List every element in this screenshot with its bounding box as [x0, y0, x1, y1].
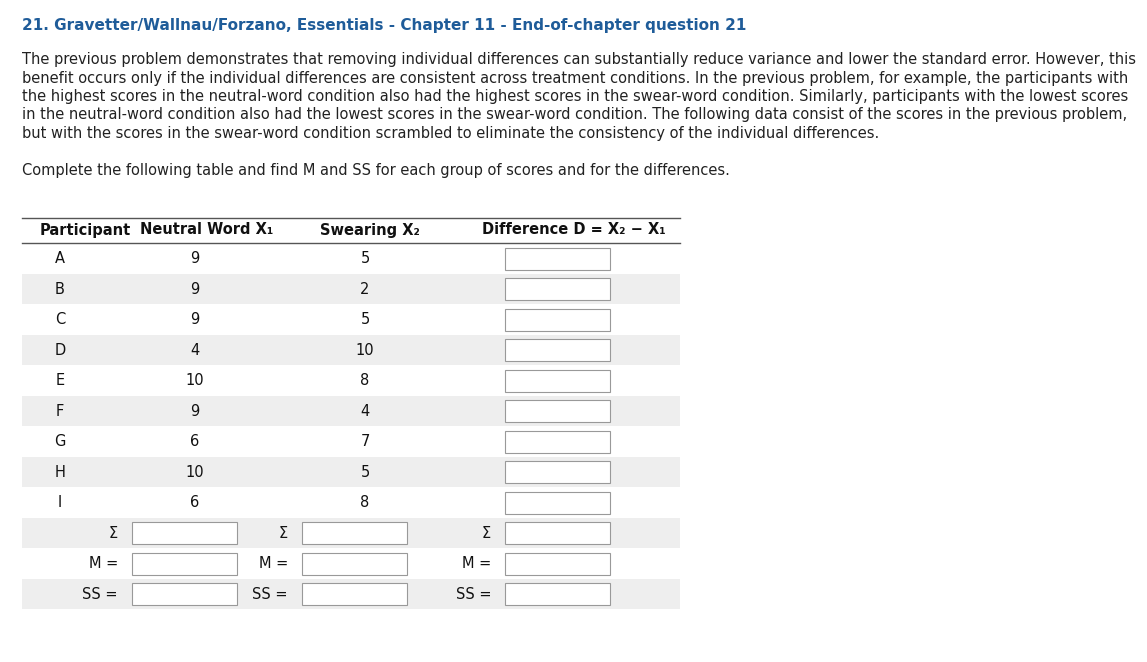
- Text: D: D: [54, 343, 65, 357]
- Text: 9: 9: [190, 281, 200, 297]
- Text: 21. Gravetter/Wallnau/Forzano, Essentials - Chapter 11 - End-of-chapter question: 21. Gravetter/Wallnau/Forzano, Essential…: [22, 18, 747, 33]
- Bar: [302, 583, 407, 605]
- Bar: [505, 431, 610, 453]
- Text: Σ: Σ: [109, 526, 118, 541]
- Bar: [22, 396, 680, 426]
- Text: 5: 5: [360, 312, 369, 327]
- Text: M =: M =: [88, 556, 118, 571]
- Text: benefit occurs only if the individual differences are consistent across treatmen: benefit occurs only if the individual di…: [22, 70, 1129, 85]
- Text: 6: 6: [190, 495, 200, 510]
- Text: Neutral Word X₁: Neutral Word X₁: [140, 222, 273, 238]
- Text: SS =: SS =: [455, 587, 491, 602]
- Text: SS =: SS =: [252, 587, 288, 602]
- Bar: [132, 522, 237, 544]
- Text: the highest scores in the neutral-word condition also had the highest scores in : the highest scores in the neutral-word c…: [22, 89, 1129, 104]
- Text: Σ: Σ: [482, 526, 491, 541]
- Bar: [505, 522, 610, 544]
- Bar: [505, 339, 610, 361]
- Text: 8: 8: [360, 373, 369, 388]
- Text: A: A: [55, 251, 65, 266]
- Bar: [22, 305, 680, 335]
- Bar: [22, 244, 680, 274]
- Bar: [302, 553, 407, 575]
- Bar: [505, 369, 610, 392]
- Text: B: B: [55, 281, 65, 297]
- Text: I: I: [57, 495, 62, 510]
- Text: in the neutral-word condition also had the lowest scores in the swear-word condi: in the neutral-word condition also had t…: [22, 107, 1128, 122]
- Text: Swearing X₂: Swearing X₂: [320, 222, 420, 238]
- Bar: [505, 492, 610, 514]
- Bar: [505, 248, 610, 269]
- Bar: [132, 583, 237, 605]
- Bar: [505, 278, 610, 300]
- Text: 9: 9: [190, 251, 200, 266]
- Text: The previous problem demonstrates that removing individual differences can subst: The previous problem demonstrates that r…: [22, 52, 1136, 67]
- Text: G: G: [54, 434, 65, 449]
- Text: 10: 10: [186, 465, 204, 480]
- Text: SS =: SS =: [83, 587, 118, 602]
- Text: Participant: Participant: [40, 222, 131, 238]
- Text: E: E: [55, 373, 64, 388]
- Text: Σ: Σ: [279, 526, 288, 541]
- Bar: [22, 457, 680, 487]
- Bar: [22, 274, 680, 305]
- Bar: [22, 365, 680, 396]
- Text: but with the scores in the swear-word condition scrambled to eliminate the consi: but with the scores in the swear-word co…: [22, 126, 880, 141]
- Bar: [505, 461, 610, 483]
- Bar: [505, 583, 610, 605]
- Text: 7: 7: [360, 434, 369, 449]
- Text: 5: 5: [360, 251, 369, 266]
- Bar: [505, 553, 610, 575]
- Text: 4: 4: [190, 343, 200, 357]
- Text: 6: 6: [190, 434, 200, 449]
- Text: M =: M =: [462, 556, 491, 571]
- Bar: [132, 553, 237, 575]
- Text: 10: 10: [356, 343, 374, 357]
- Text: H: H: [55, 465, 65, 480]
- Bar: [22, 518, 680, 548]
- Bar: [505, 308, 610, 331]
- Text: 5: 5: [360, 465, 369, 480]
- Bar: [302, 522, 407, 544]
- Bar: [22, 335, 680, 365]
- Text: F: F: [56, 404, 64, 418]
- Text: Difference D = X₂ − X₁: Difference D = X₂ − X₁: [483, 222, 666, 238]
- Text: Complete the following table and find M and SS for each group of scores and for : Complete the following table and find M …: [22, 162, 729, 177]
- Text: 4: 4: [360, 404, 369, 418]
- Bar: [22, 487, 680, 518]
- Bar: [505, 400, 610, 422]
- Text: 9: 9: [190, 312, 200, 327]
- Text: 8: 8: [360, 495, 369, 510]
- Bar: [22, 426, 680, 457]
- Bar: [22, 548, 680, 579]
- Text: 9: 9: [190, 404, 200, 418]
- Text: 2: 2: [360, 281, 369, 297]
- Text: M =: M =: [259, 556, 288, 571]
- Text: 10: 10: [186, 373, 204, 388]
- Text: C: C: [55, 312, 65, 327]
- Bar: [22, 579, 680, 610]
